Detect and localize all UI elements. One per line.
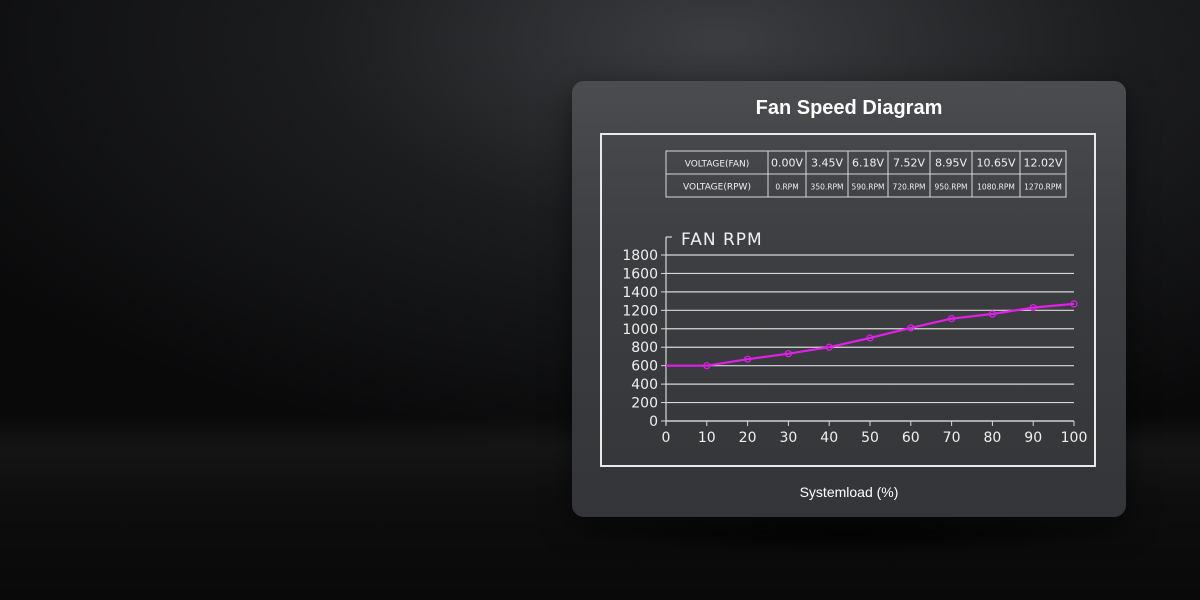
- spec-table-row-label: VOLTAGE(FAN): [685, 160, 750, 170]
- data-point: [907, 324, 915, 332]
- y-tick-label: 1800: [622, 248, 658, 264]
- spec-table-cell: 3.45V: [811, 157, 843, 170]
- spec-table-cell: 6.18V: [852, 157, 884, 170]
- spec-table-cell: 0.RPM: [775, 183, 798, 192]
- y-tick-label: 800: [631, 340, 658, 356]
- spec-table-cell: 10.65V: [976, 157, 1015, 170]
- y-tick-label: 400: [631, 377, 658, 393]
- x-tick-label: 20: [739, 430, 757, 446]
- data-point: [1029, 303, 1037, 312]
- data-point: [866, 334, 874, 342]
- x-tick-label: 100: [1061, 430, 1088, 446]
- panel-shadow: [560, 515, 1140, 555]
- spec-table-cell: 12.02V: [1023, 157, 1062, 170]
- y-tick-label: 200: [631, 396, 658, 412]
- x-axis-label: Systemload (%): [799, 484, 899, 500]
- x-tick-label: 90: [1024, 430, 1042, 446]
- chart-frame: VOLTAGE(FAN) 0.00V 3.45V 6.18V 7.52V 8.95V 10.…: [600, 133, 1096, 467]
- spec-table-cell: 1080.RPM: [977, 183, 1015, 192]
- y-tick-label: 600: [631, 359, 658, 375]
- x-tick-label: 10: [698, 430, 716, 446]
- spec-table-cell: 7.52V: [893, 157, 925, 170]
- data-point: [988, 310, 996, 318]
- y-tick-label: 1400: [622, 285, 658, 301]
- x-tick-label: 30: [779, 430, 797, 446]
- x-tick-label: 70: [943, 430, 961, 446]
- spec-table-cell: 950.RPM: [935, 183, 968, 192]
- chart-panel: Fan Speed Diagram VOLTAGE(FAN) 0.00V 3.45V…: [572, 81, 1126, 517]
- x-tick-label: 60: [902, 430, 920, 446]
- data-point: [1070, 300, 1078, 308]
- x-tick-label: 0: [662, 430, 671, 446]
- data-point: [703, 362, 711, 370]
- fan-speed-chart: VOLTAGE(FAN) 0.00V 3.45V 6.18V 7.52V 8.95V 10.…: [622, 150, 1088, 446]
- y-axis-title: FAN RPM: [681, 230, 763, 250]
- y-tick-label: 1000: [622, 322, 658, 338]
- chart-title: Fan Speed Diagram: [755, 97, 943, 119]
- x-tick-label: 50: [861, 430, 879, 446]
- x-tick-label: 80: [983, 430, 1001, 446]
- spec-table-cell: 720.RPM: [893, 183, 926, 192]
- y-tick-label: 1200: [622, 303, 658, 319]
- fan-rpm-line: [666, 302, 1075, 367]
- data-point: [825, 343, 833, 351]
- spec-table-cell: 0.00V: [771, 157, 803, 170]
- spec-table-cell: 590.RPM: [852, 183, 885, 192]
- spec-table-cell: 350.RPM: [811, 183, 844, 192]
- data-point: [784, 350, 792, 358]
- spec-table-row-label: VOLTAGE(RPW): [683, 183, 751, 193]
- spec-table-cell: 8.95V: [935, 157, 967, 170]
- x-tick-label: 40: [820, 430, 838, 446]
- y-tick-label: 1600: [622, 266, 658, 282]
- data-point: [744, 355, 752, 363]
- data-point: [948, 315, 956, 323]
- spec-table-cell: 1270.RPM: [1024, 183, 1062, 192]
- y-tick-label: 0: [649, 414, 658, 430]
